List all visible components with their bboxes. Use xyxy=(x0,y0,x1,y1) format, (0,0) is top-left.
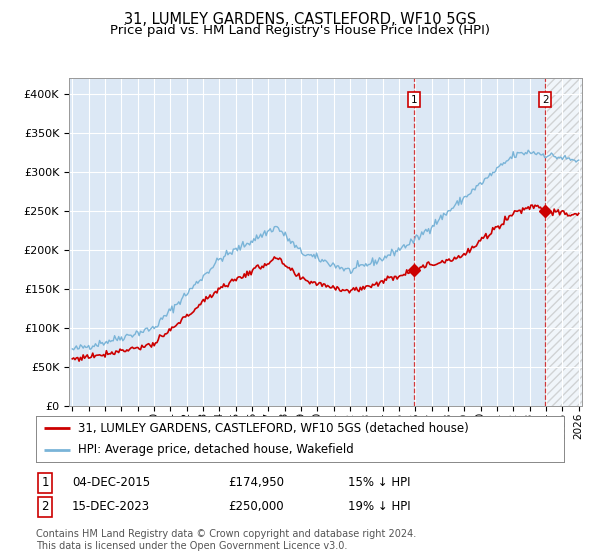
Text: 31, LUMLEY GARDENS, CASTLEFORD, WF10 5GS: 31, LUMLEY GARDENS, CASTLEFORD, WF10 5GS xyxy=(124,12,476,27)
Text: HPI: Average price, detached house, Wakefield: HPI: Average price, detached house, Wake… xyxy=(78,443,354,456)
Text: £250,000: £250,000 xyxy=(228,500,284,514)
Bar xyxy=(545,78,595,406)
Text: £174,950: £174,950 xyxy=(228,476,284,489)
Text: 15-DEC-2023: 15-DEC-2023 xyxy=(72,500,150,514)
Text: 1: 1 xyxy=(41,476,49,489)
Text: Price paid vs. HM Land Registry's House Price Index (HPI): Price paid vs. HM Land Registry's House … xyxy=(110,24,490,37)
Text: 04-DEC-2015: 04-DEC-2015 xyxy=(72,476,150,489)
Text: 1: 1 xyxy=(411,95,418,105)
Text: 15% ↓ HPI: 15% ↓ HPI xyxy=(348,476,410,489)
Text: 19% ↓ HPI: 19% ↓ HPI xyxy=(348,500,410,514)
Text: 31, LUMLEY GARDENS, CASTLEFORD, WF10 5GS (detached house): 31, LUMLEY GARDENS, CASTLEFORD, WF10 5GS… xyxy=(78,422,469,435)
Text: Contains HM Land Registry data © Crown copyright and database right 2024.
This d: Contains HM Land Registry data © Crown c… xyxy=(36,529,416,551)
Text: 2: 2 xyxy=(41,500,49,514)
Text: 2: 2 xyxy=(542,95,549,105)
